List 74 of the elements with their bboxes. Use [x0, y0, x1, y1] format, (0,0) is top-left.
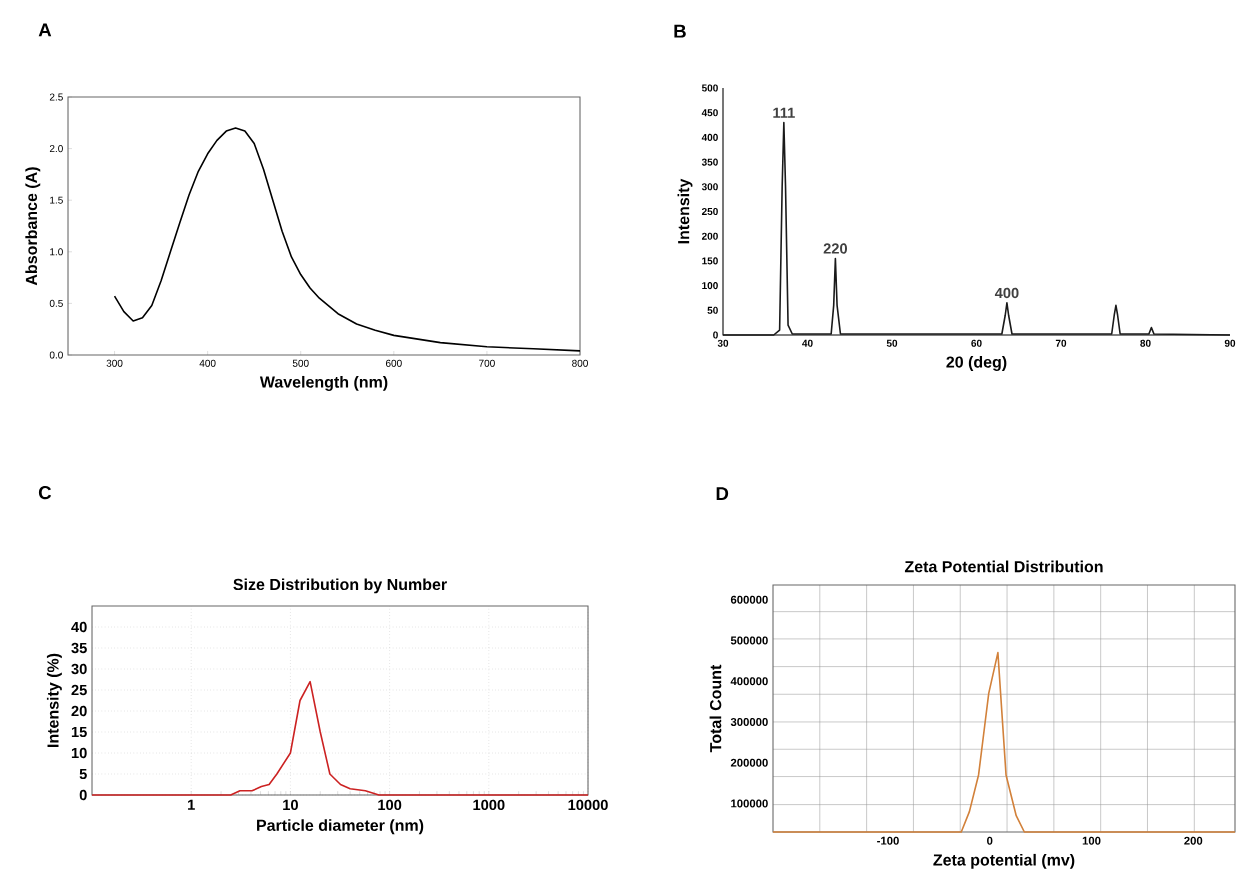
x-tick-label: 500 — [292, 359, 309, 367]
text: B — [674, 24, 686, 38]
x-tick-label: 100 — [378, 799, 402, 811]
x-tick-label: 80 — [1140, 339, 1151, 347]
annotation: 220 — [823, 243, 848, 254]
x-axis-title: Zeta potential (mv) — [933, 853, 1075, 869]
y-axis-title: Total Count — [709, 664, 722, 753]
y-tick-label: 500 — [701, 84, 718, 92]
x-tick-label: 400 — [199, 359, 216, 367]
chart-title: Size Distribution by Number — [233, 578, 447, 594]
x-tick-label: 90 — [1224, 339, 1236, 347]
x-tick-label: 1 — [188, 799, 195, 810]
x-axis-title: 20 (deg) — [946, 355, 1007, 371]
y-tick-label: 350 — [701, 158, 718, 166]
text: C — [38, 485, 52, 500]
y-tick-label: 250 — [701, 207, 718, 216]
x-tick-label: 200 — [1184, 836, 1203, 845]
annotation: 400 — [994, 287, 1019, 299]
chart-title: Zeta Potential Distribution — [904, 560, 1103, 573]
x-tick-label: 40 — [802, 339, 813, 347]
y-axis-title: Intensity — [677, 178, 693, 244]
y-tick-label: 600000 — [730, 595, 768, 604]
y-tick-label: 1.0 — [50, 248, 63, 256]
y-tick-label: 2.0 — [49, 145, 63, 153]
x-tick-label: -100 — [877, 836, 899, 845]
y-tick-label: 10 — [71, 747, 87, 759]
x-tick-label: 10 — [283, 799, 298, 811]
y-tick-label: 30 — [71, 663, 87, 675]
y-tick-label: 0 — [79, 789, 87, 801]
x-tick-label: 800 — [572, 359, 588, 367]
x-axis-title: Particle diameter (nm) — [257, 819, 424, 835]
y-tick-label: 300000 — [730, 717, 768, 726]
y-tick-label: 2.5 — [49, 93, 63, 101]
y-tick-label: 400 — [701, 133, 718, 141]
annotation: 111 — [773, 107, 795, 118]
x-axis-title: Wavelength (nm) — [259, 375, 388, 391]
x-tick-label: 100 — [1082, 836, 1101, 845]
y-tick-label: 100000 — [731, 799, 768, 808]
y-tick-label: 50 — [707, 306, 718, 314]
text: D — [716, 487, 729, 501]
x-tick-label: 0 — [987, 836, 993, 845]
line-series — [722, 121, 1231, 336]
y-tick-label: 15 — [71, 726, 87, 738]
y-tick-label: 450 — [701, 109, 718, 117]
x-tick-label: 1000 — [473, 799, 505, 811]
y-tick-label: 100 — [702, 282, 718, 290]
x-tick-label: 600 — [385, 359, 402, 367]
y-tick-label: 500000 — [730, 636, 768, 645]
x-tick-label: 10000 — [568, 799, 608, 811]
y-tick-label: 40 — [71, 621, 87, 633]
y-tick-label: 400000 — [730, 677, 768, 686]
y-axis-title: Intensity (%) — [46, 653, 62, 747]
y-axis-title: Absorbance (A) — [25, 167, 41, 286]
y-tick-label: 5 — [79, 768, 87, 780]
y-tick-label: 25 — [71, 684, 87, 696]
y-tick-label: 300 — [701, 183, 718, 191]
y-tick-label: 1.5 — [50, 196, 63, 204]
y-tick-label: 20 — [71, 705, 87, 717]
text: A — [38, 23, 52, 37]
y-tick-label: 0.0 — [49, 351, 63, 359]
y-tick-label: 150 — [702, 257, 718, 265]
x-tick-label: 700 — [479, 359, 495, 367]
x-tick-label: 50 — [886, 339, 898, 347]
x-tick-label: 70 — [1055, 339, 1067, 347]
y-tick-label: 200000 — [730, 758, 768, 767]
y-tick-label: 200 — [701, 232, 718, 240]
y-tick-label: 35 — [71, 642, 87, 654]
line-series — [113, 127, 581, 352]
x-tick-label: 60 — [971, 339, 982, 347]
line-series — [772, 651, 1236, 833]
y-tick-label: 0.5 — [49, 299, 63, 307]
x-tick-label: 30 — [717, 339, 729, 347]
x-tick-label: 300 — [106, 359, 123, 367]
y-tick-label: 0 — [713, 331, 718, 339]
